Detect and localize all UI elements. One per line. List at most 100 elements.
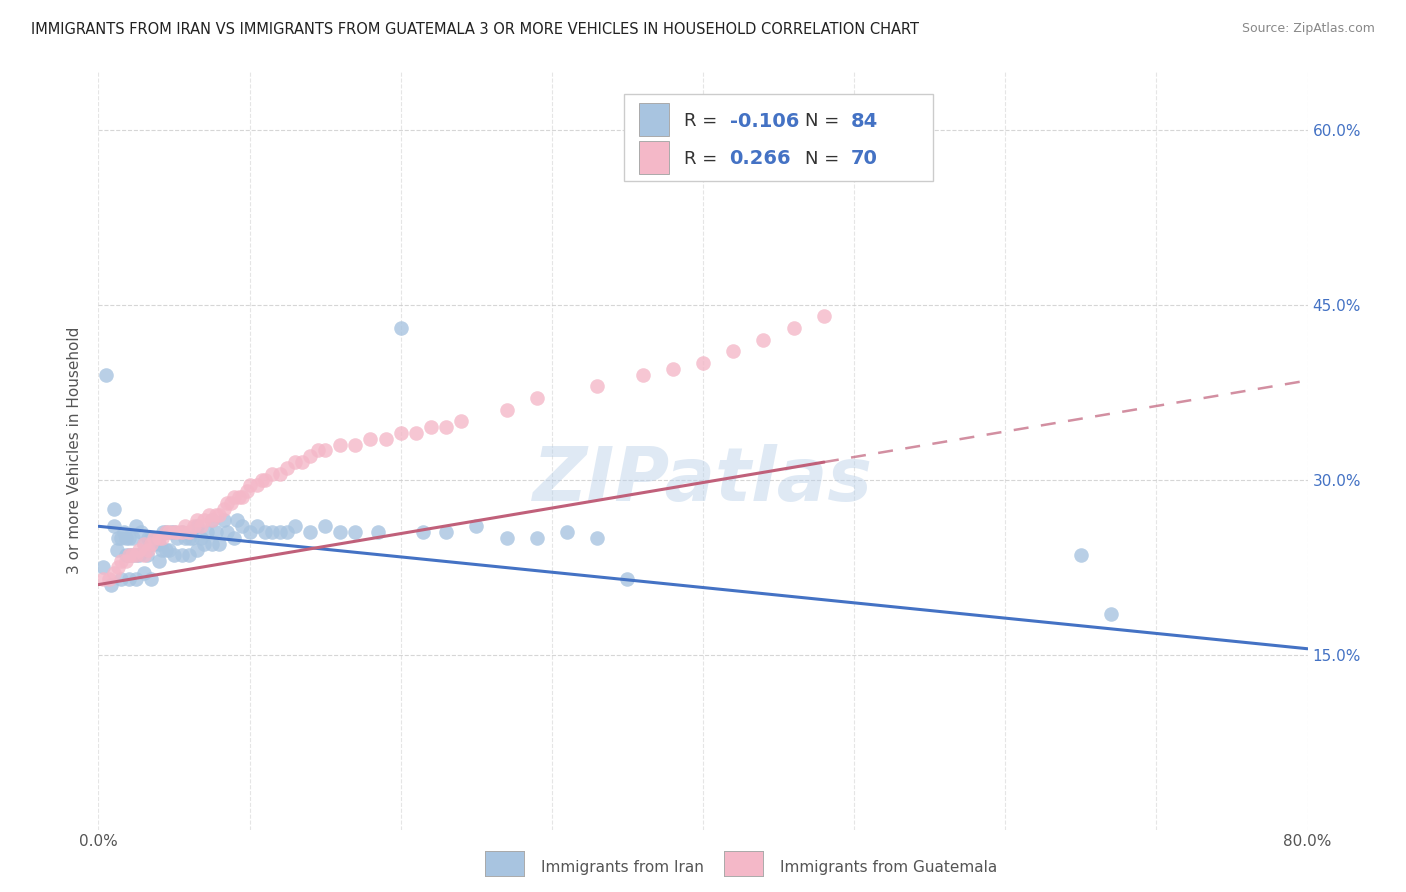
Point xyxy=(208,508,231,522)
Point xyxy=(195,525,218,540)
Text: IMMIGRANTS FROM IRAN VS IMMIGRANTS FROM GUATEMALA 3 OR MORE VEHICLES IN HOUSEHOL: IMMIGRANTS FROM IRAN VS IMMIGRANTS FROM … xyxy=(31,22,920,37)
Point xyxy=(110,554,132,568)
Point xyxy=(141,572,163,586)
Point xyxy=(132,537,155,551)
Point xyxy=(284,455,307,469)
Point xyxy=(100,577,122,591)
Point xyxy=(136,542,159,557)
Point xyxy=(181,531,204,545)
Point xyxy=(314,519,336,533)
Point xyxy=(121,549,143,563)
FancyBboxPatch shape xyxy=(638,103,669,136)
Point xyxy=(186,542,208,557)
Point xyxy=(170,525,193,540)
FancyBboxPatch shape xyxy=(624,95,932,181)
Text: Immigrants from Iran: Immigrants from Iran xyxy=(541,860,704,874)
Point xyxy=(344,437,367,451)
Point xyxy=(155,525,177,540)
Point xyxy=(122,531,145,545)
Point xyxy=(173,531,195,545)
Point xyxy=(752,333,775,347)
Point xyxy=(118,572,141,586)
Point xyxy=(226,513,249,527)
Point xyxy=(434,420,457,434)
Text: 70: 70 xyxy=(851,149,877,168)
Point xyxy=(239,525,262,540)
Point xyxy=(586,379,609,393)
FancyBboxPatch shape xyxy=(638,141,669,174)
Point xyxy=(526,531,548,545)
Point xyxy=(145,531,167,545)
Point xyxy=(224,490,246,504)
Point xyxy=(155,525,177,540)
Point xyxy=(465,519,488,533)
Point xyxy=(246,478,269,492)
Point xyxy=(631,368,654,382)
Point xyxy=(118,549,141,563)
Point xyxy=(495,531,517,545)
Point xyxy=(389,321,412,335)
Text: 0.266: 0.266 xyxy=(730,149,792,168)
Point xyxy=(450,414,472,428)
Point xyxy=(495,402,517,417)
Point xyxy=(128,549,150,563)
Point xyxy=(103,566,125,580)
Point xyxy=(253,473,276,487)
Point xyxy=(197,508,219,522)
Point xyxy=(98,572,121,586)
Point xyxy=(212,501,235,516)
Point xyxy=(141,531,163,545)
Point xyxy=(412,525,434,540)
Point xyxy=(661,361,683,376)
Point xyxy=(114,549,136,563)
Point xyxy=(299,450,322,464)
Point xyxy=(125,549,148,563)
Point xyxy=(143,537,166,551)
Point xyxy=(125,572,148,586)
Point xyxy=(224,531,246,545)
Point xyxy=(205,508,228,522)
Point xyxy=(183,519,205,533)
Point xyxy=(1099,607,1122,621)
Point xyxy=(159,525,181,540)
Point xyxy=(170,525,193,540)
Point xyxy=(239,478,262,492)
Point xyxy=(179,549,201,563)
Point xyxy=(163,549,186,563)
Point xyxy=(190,519,212,533)
Text: N =: N = xyxy=(804,112,845,130)
Point xyxy=(250,473,273,487)
Point xyxy=(367,525,389,540)
Point xyxy=(148,531,170,545)
Point xyxy=(586,531,609,545)
Point xyxy=(228,490,250,504)
Text: Source: ZipAtlas.com: Source: ZipAtlas.com xyxy=(1241,22,1375,36)
Point xyxy=(186,519,208,533)
Point xyxy=(231,519,253,533)
Point xyxy=(150,542,173,557)
Point xyxy=(329,437,352,451)
Point xyxy=(299,525,322,540)
Point xyxy=(166,525,188,540)
Point xyxy=(284,519,307,533)
Point xyxy=(114,531,136,545)
Point xyxy=(555,525,578,540)
Point xyxy=(179,531,201,545)
Point xyxy=(208,537,231,551)
Point xyxy=(201,513,224,527)
Point xyxy=(91,560,114,574)
Point xyxy=(132,566,155,580)
Point xyxy=(193,513,215,527)
Point xyxy=(112,525,135,540)
Point xyxy=(246,519,269,533)
Point xyxy=(159,542,181,557)
Point xyxy=(150,531,173,545)
Text: -0.106: -0.106 xyxy=(730,112,799,131)
Text: N =: N = xyxy=(804,150,845,168)
Point xyxy=(616,572,638,586)
Point xyxy=(105,542,128,557)
Point xyxy=(201,537,224,551)
Point xyxy=(389,425,412,440)
Point xyxy=(173,519,195,533)
Point xyxy=(215,525,238,540)
